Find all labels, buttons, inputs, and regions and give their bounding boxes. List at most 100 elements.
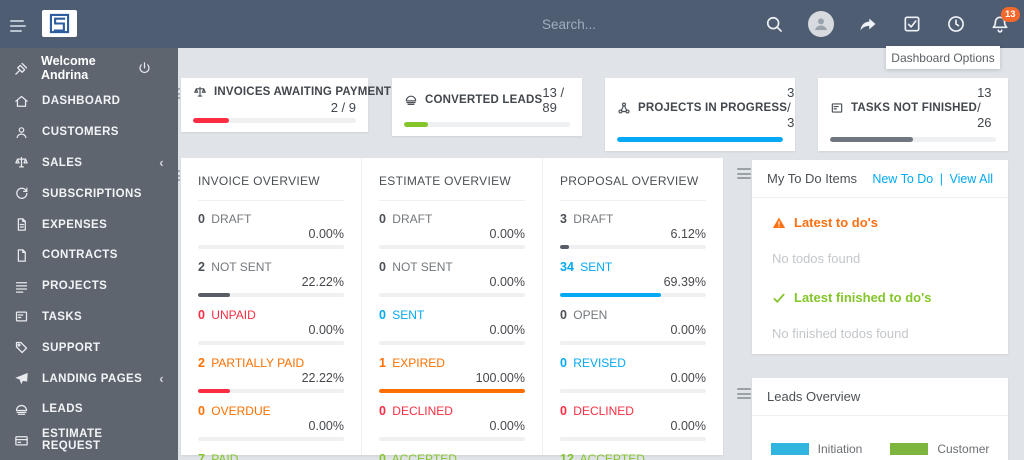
- stat-label-link[interactable]: 0 NOT SENT: [379, 260, 525, 274]
- stat-label-link[interactable]: 0 REVISED: [560, 356, 706, 370]
- stat-progress-track: [198, 245, 344, 249]
- sidebar-item-tasks[interactable]: TASKS: [0, 302, 178, 333]
- stat-label-link[interactable]: 0 OPEN: [560, 308, 706, 322]
- stat-label-link[interactable]: 1 EXPIRED: [379, 356, 525, 370]
- stat-progress-track: [560, 245, 706, 249]
- sidebar-item-label: PROJECTS: [42, 280, 108, 293]
- bars-icon: [14, 279, 29, 294]
- stat-row-open: 0 OPEN 0.00%: [560, 308, 706, 345]
- stat-row-overdue: 0 OVERDUE 0.00%: [198, 404, 344, 441]
- bell-icon[interactable]: 13: [990, 7, 1020, 34]
- todo-links: New To Do | View All: [872, 172, 993, 186]
- stat-row-draft: 0 DRAFT 0.00%: [198, 212, 344, 249]
- sidebar-item-contracts[interactable]: CONTRACTS: [0, 240, 178, 271]
- todo-drag-handle[interactable]: [737, 168, 751, 180]
- stat-label-link[interactable]: 0 DECLINED: [379, 404, 525, 418]
- avatar[interactable]: [808, 11, 834, 37]
- stat-percentage: 0.00%: [670, 371, 706, 385]
- tools-icon: [14, 61, 29, 76]
- stat-label-link[interactable]: 12 ACCEPTED: [560, 452, 706, 460]
- sidebar-toggle-icon[interactable]: [10, 17, 26, 32]
- sidebar-item-projects[interactable]: PROJECTS: [0, 271, 178, 302]
- sidebar-item-estimate-request[interactable]: ESTIMATE REQUEST: [0, 425, 178, 456]
- stat-percentage: 0.00%: [489, 227, 525, 241]
- stat-label-link[interactable]: 0 OVERDUE: [198, 404, 344, 418]
- todos-empty-text: No todos found: [772, 251, 861, 266]
- stat-label-link[interactable]: 0 UNPAID: [198, 308, 344, 322]
- invoice-overview-column: INVOICE OVERVIEW 0 DRAFT 0.00% 2 NOT SENT 22…: [181, 158, 361, 460]
- stat-percentage: 100.00%: [475, 371, 525, 385]
- kpi-value: 13 / 89: [542, 85, 565, 115]
- stat-progress-fill: [560, 245, 569, 249]
- leads-overview-panel: Leads Overview InitiationCustomerLost Le…: [752, 378, 1008, 460]
- kpi-card-projects-in-progress[interactable]: PROJECTS IN PROGRESS 3 / 3: [605, 78, 795, 151]
- stat-row-accepted: 0 ACCEPTED0.00%: [379, 452, 525, 460]
- view-all-todos-link[interactable]: View All: [949, 171, 993, 186]
- power-icon[interactable]: [137, 61, 152, 76]
- stat-label-link[interactable]: 0 DECLINED: [560, 404, 706, 418]
- sidebar-item-customers[interactable]: CUSTOMERS: [0, 117, 178, 148]
- sidebar-item-landing-pages[interactable]: LANDING PAGES ‹: [0, 363, 178, 394]
- latest-todos-heading: Latest to do's: [772, 215, 988, 230]
- stat-label: DRAFT: [569, 212, 614, 226]
- stat-count: 0: [379, 260, 386, 274]
- stat-percentage: 0.00%: [670, 419, 706, 433]
- stat-label-link[interactable]: 34 SENT: [560, 260, 706, 274]
- legend-swatch: [890, 443, 929, 455]
- sidebar-item-sales[interactable]: SALES ‹: [0, 148, 178, 179]
- stat-label: PAID: [207, 452, 239, 460]
- new-todo-link[interactable]: New To Do: [872, 171, 934, 186]
- tasklist-icon: [14, 309, 29, 324]
- sidebar-item-subscriptions[interactable]: SUBSCRIPTIONS: [0, 178, 178, 209]
- kpi-card-converted-leads[interactable]: CONVERTED LEADS 13 / 89: [392, 78, 582, 136]
- stat-label-link[interactable]: 0 ACCEPTED: [379, 452, 525, 460]
- legend-item-customer[interactable]: Customer: [890, 442, 989, 456]
- stat-count: 2: [198, 260, 205, 274]
- check-square-icon[interactable]: [902, 14, 922, 34]
- sidebar-item-dashboard[interactable]: DASHBOARD: [0, 86, 178, 117]
- sidebar-menu: DASHBOARD CUSTOMERS SALES ‹ SUBSCRIPTIONS EXP…: [0, 86, 178, 456]
- stat-row-draft: 0 DRAFT 0.00%: [379, 212, 525, 249]
- chevron-left-icon: ‹: [159, 371, 164, 387]
- sidebar-item-expenses[interactable]: EXPENSES: [0, 209, 178, 240]
- stat-label: DECLINED: [569, 404, 634, 418]
- kpi-card-invoices-awaiting-payment[interactable]: INVOICES AWAITING PAYMENT 2 / 9: [181, 78, 391, 132]
- divider: [198, 200, 344, 201]
- stat-progress-track: [198, 293, 344, 297]
- stat-row-sent: 34 SENT 69.39%: [560, 260, 706, 297]
- sidebar-welcome-row: Welcome Andrina: [0, 52, 178, 84]
- crowd-icon: [404, 93, 418, 107]
- home-icon: [14, 94, 29, 109]
- dashboard-options-tooltip[interactable]: Dashboard Options: [886, 46, 1000, 69]
- leads-drag-handle[interactable]: [737, 388, 751, 400]
- app-logo[interactable]: [42, 10, 77, 37]
- stat-label-link[interactable]: 0 SENT: [379, 308, 525, 322]
- finished-todos-label: Latest finished to do's: [794, 290, 932, 305]
- stat-percentage: 0.00%: [670, 323, 706, 337]
- todo-panel-title: My To Do Items: [767, 171, 858, 186]
- search-icon[interactable]: [764, 14, 784, 34]
- stat-label-link[interactable]: 2 PARTIALLY PAID: [198, 356, 344, 370]
- kpi-card-tasks-not-finished[interactable]: TASKS NOT FINISHED 13 / 26: [818, 78, 1008, 151]
- leads-panel-header: Leads Overview: [752, 378, 1008, 416]
- stat-label-link[interactable]: 7 PAID: [198, 452, 344, 460]
- stat-progress-fill: [560, 293, 662, 297]
- quick-share-icon[interactable]: [858, 14, 878, 34]
- clock-icon[interactable]: [946, 14, 966, 34]
- stat-label-link[interactable]: 3 DRAFT: [560, 212, 706, 226]
- search-input[interactable]: [540, 0, 790, 48]
- stat-label-link[interactable]: 2 NOT SENT: [198, 260, 344, 274]
- kpi-value: 3 / 3: [787, 85, 795, 130]
- stat-label-link[interactable]: 0 DRAFT: [379, 212, 525, 226]
- legend-item-initiation[interactable]: Initiation: [770, 442, 862, 456]
- user-icon: [14, 125, 29, 140]
- overview-column-title: ESTIMATE OVERVIEW: [379, 174, 512, 188]
- stat-progress-track: [379, 293, 525, 297]
- sidebar-item-support[interactable]: SUPPORT: [0, 332, 178, 363]
- stat-label-link[interactable]: 0 DRAFT: [198, 212, 344, 226]
- stat-percentage: 0.00%: [308, 419, 344, 433]
- stat-progress-track: [379, 389, 525, 393]
- divider: [379, 200, 525, 201]
- sidebar-item-leads[interactable]: LEADS: [0, 394, 178, 425]
- overview-column-title: PROPOSAL OVERVIEW: [560, 174, 699, 188]
